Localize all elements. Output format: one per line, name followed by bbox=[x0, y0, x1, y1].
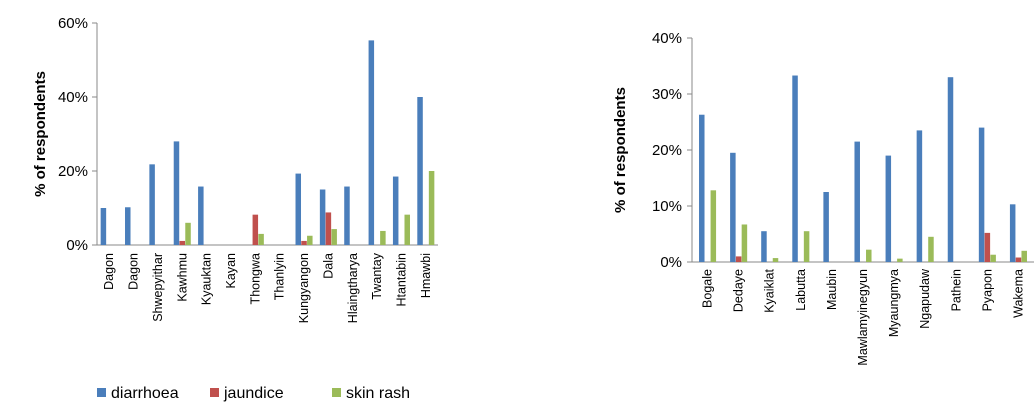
bar-skin-rash-9 bbox=[331, 229, 337, 245]
bar-skin-rash-6 bbox=[258, 233, 264, 245]
bar-diarrhoea-9 bbox=[319, 189, 326, 245]
y-tick-label: 10% bbox=[652, 198, 682, 215]
y-tick-label: 40% bbox=[652, 30, 682, 47]
bar-diarrhoea-8 bbox=[947, 77, 954, 262]
bar-diarrhoea-12 bbox=[392, 176, 399, 245]
bar-diarrhoea-6 bbox=[885, 155, 892, 262]
bar-jaundice-1 bbox=[735, 256, 742, 262]
bar-diarrhoea-7 bbox=[916, 130, 923, 262]
bar-diarrhoea-0 bbox=[100, 208, 107, 245]
bar-skin-rash-3 bbox=[803, 231, 810, 262]
x-tick-label: Dala bbox=[321, 253, 335, 279]
x-tick-label: Shwepyithar bbox=[151, 253, 165, 322]
x-tick-label: Wakema bbox=[1011, 269, 1025, 318]
bar-skin-rash-13 bbox=[428, 171, 435, 245]
x-tick-label: Dedaye bbox=[732, 269, 746, 312]
x-tick-label: Pathein bbox=[949, 269, 963, 311]
x-tick-label: Maubin bbox=[825, 269, 839, 310]
x-tick-label: Hlaingtharya bbox=[346, 253, 360, 323]
x-tick-label: Kayan bbox=[224, 253, 238, 288]
x-tick-label: Labutta bbox=[794, 269, 808, 311]
legend: diarrhoea jaundice skin rash bbox=[97, 385, 410, 402]
x-tick-label: Twantay bbox=[370, 252, 384, 299]
x-tick-label: Thanlyin bbox=[273, 253, 287, 300]
y-axis-title: % of respondents bbox=[32, 71, 49, 197]
bar-diarrhoea-5 bbox=[854, 141, 860, 262]
bar-diarrhoea-11 bbox=[368, 40, 375, 245]
bar-skin-rash-5 bbox=[866, 249, 872, 262]
bar-diarrhoea-10 bbox=[344, 186, 350, 245]
bar-jaundice-8 bbox=[301, 240, 307, 245]
bar-skin-rash-2 bbox=[772, 258, 779, 262]
x-tick-label: Htantabin bbox=[394, 253, 408, 307]
x-tick-label: Kyaiklat bbox=[763, 268, 777, 312]
bar-skin-rash-8 bbox=[307, 235, 313, 245]
legend-swatch-diarrhoea bbox=[97, 388, 106, 397]
bar-jaundice-6 bbox=[252, 214, 259, 245]
bar-diarrhoea-3 bbox=[792, 75, 798, 263]
bar-diarrhoea-2 bbox=[761, 231, 767, 262]
chart-2: 0% 10% 20% 30% 40% % of respondents Bogale Deda… bbox=[612, 30, 1034, 366]
x-tick-label: Mawlamyinegyun bbox=[856, 269, 870, 366]
x-tick-label: Pyapon bbox=[980, 269, 994, 311]
bar-diarrhoea-4 bbox=[823, 192, 829, 262]
bar-diarrhoea-1 bbox=[730, 152, 736, 262]
y-tick-label: 20% bbox=[58, 163, 88, 180]
bar-diarrhoea-13 bbox=[417, 97, 423, 245]
x-tick-label: Myaungmya bbox=[887, 269, 901, 337]
bar-skin-rash-12 bbox=[404, 214, 410, 245]
bar-diarrhoea-3 bbox=[173, 141, 180, 245]
x-tick-label: Bogale bbox=[701, 269, 715, 308]
bar-skin-rash-0 bbox=[710, 190, 717, 262]
y-tick-label: 20% bbox=[652, 142, 682, 159]
bar-diarrhoea-4 bbox=[198, 186, 204, 245]
legend-swatch-jaundice bbox=[210, 388, 219, 397]
y-axis-title: % of respondents bbox=[612, 87, 629, 213]
legend-label: diarrhoea bbox=[111, 385, 179, 402]
bar-skin-rash-3 bbox=[185, 222, 191, 245]
x-tick-label: Kawhmu bbox=[175, 253, 189, 302]
y-tick-label: 0% bbox=[66, 237, 88, 254]
y-tick-label: 40% bbox=[58, 89, 88, 106]
x-tick-label: Ngapudaw bbox=[918, 268, 932, 329]
bar-jaundice-3 bbox=[179, 240, 185, 245]
bar-skin-rash-6 bbox=[897, 258, 903, 262]
x-tick-label: Thongwa bbox=[248, 253, 262, 304]
bar-skin-rash-10 bbox=[1021, 250, 1027, 262]
legend-swatch-skin-rash bbox=[332, 388, 341, 397]
x-tick-label: Dagon bbox=[102, 253, 116, 290]
bar-diarrhoea-9 bbox=[978, 127, 985, 262]
bar-jaundice-9 bbox=[984, 232, 991, 262]
x-tick-label: Kungyangon bbox=[297, 253, 311, 323]
bar-skin-rash-1 bbox=[741, 224, 748, 262]
bar-skin-rash-11 bbox=[380, 230, 386, 245]
y-tick-label: 30% bbox=[652, 86, 682, 103]
bar-diarrhoea-10 bbox=[1009, 204, 1016, 262]
y-tick-label: 60% bbox=[58, 15, 88, 32]
bar-jaundice-9 bbox=[325, 212, 332, 245]
x-tick-label: Dagon bbox=[127, 253, 141, 290]
chart-1: 0% 20% 40% 60% % of respondents Dagon Dagon Shw… bbox=[32, 15, 438, 402]
bar-diarrhoea-8 bbox=[295, 173, 302, 245]
bar-diarrhoea-2 bbox=[149, 164, 155, 245]
bar-skin-rash-9 bbox=[990, 254, 996, 262]
legend-label: skin rash bbox=[346, 385, 410, 402]
bar-skin-rash-7 bbox=[928, 236, 934, 262]
bar-diarrhoea-0 bbox=[699, 114, 705, 262]
bar-diarrhoea-1 bbox=[125, 207, 131, 245]
bar-jaundice-10 bbox=[1015, 257, 1022, 262]
y-tick-label: 0% bbox=[660, 254, 682, 271]
x-tick-label: Kyauktan bbox=[200, 253, 214, 305]
x-tick-label: Hmawbi bbox=[419, 253, 433, 298]
legend-label: jaundice bbox=[223, 385, 284, 402]
